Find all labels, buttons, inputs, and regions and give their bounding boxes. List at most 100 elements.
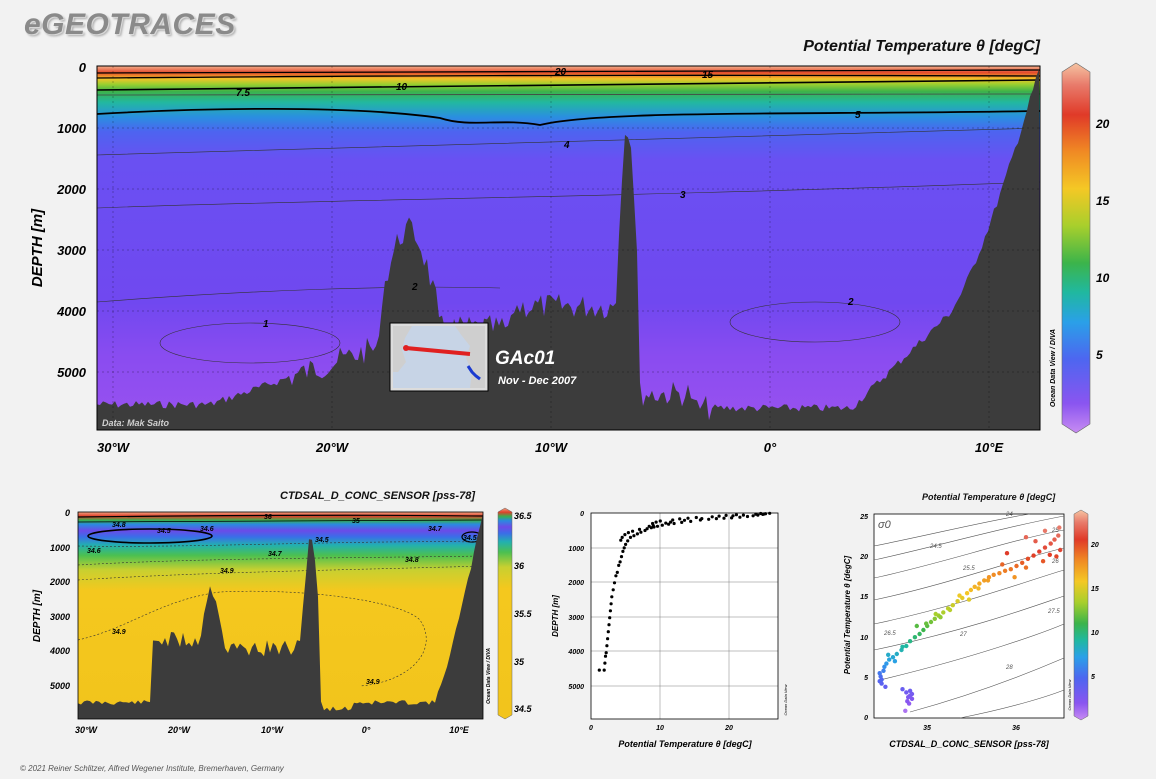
data-point — [912, 635, 918, 640]
data-point — [924, 621, 929, 626]
contour-label: 35 — [352, 518, 360, 525]
odv-credit: Ocean Data View / DIVA — [1050, 329, 1057, 407]
x-tick: 30°W — [75, 725, 99, 735]
data-point — [745, 514, 750, 519]
data-point — [877, 671, 882, 676]
x-tick: 20°W — [167, 725, 192, 735]
data-point — [722, 516, 726, 520]
contour-label: 2 — [411, 282, 418, 293]
y-tick: 1000 — [50, 543, 70, 553]
data-point — [1056, 533, 1061, 538]
y-tick: 4000 — [567, 649, 584, 656]
y-tick: 2000 — [56, 182, 87, 197]
data-point — [982, 578, 987, 583]
contour-label: 1 — [263, 319, 269, 330]
data-credit: Data: Mak Saito — [102, 418, 170, 428]
data-point — [941, 610, 946, 615]
data-point — [734, 513, 739, 517]
colorbar-tick: 35.5 — [514, 609, 533, 619]
data-point — [637, 527, 642, 532]
data-point — [602, 668, 606, 672]
data-point — [605, 644, 609, 648]
temperature-profile-plot: 0 1000 2000 3000 4000 5000 0 10 20 Poten… — [551, 511, 788, 749]
contour-label: 5 — [855, 110, 861, 121]
y-tick: 0 — [580, 511, 584, 518]
ts-y-ticks: 0 5 10 15 20 25 — [859, 514, 868, 722]
main-x-gridlines — [97, 66, 1040, 430]
main-chart-title: Potential Temperature θ [degC] — [803, 38, 1040, 55]
contour-label: 2 — [847, 297, 854, 308]
x-tick: 0 — [589, 725, 593, 732]
contour-label: 34.8 — [405, 557, 419, 564]
x-tick: 0° — [362, 725, 371, 735]
x-tick: 20 — [724, 725, 733, 732]
data-point — [741, 513, 746, 517]
data-point — [707, 517, 711, 521]
ts-points — [877, 525, 1063, 713]
isopycnal-labels: σ0 24 24.5 25 25.5 26 26.5 27 27.5 28 — [878, 512, 1060, 671]
data-point — [966, 597, 972, 602]
data-point — [710, 515, 714, 519]
data-point — [658, 519, 662, 523]
data-point — [608, 616, 612, 620]
colorbar-tick: 15 — [1091, 586, 1099, 593]
data-point — [1052, 537, 1057, 542]
main-section-plot: 20 15 10 7.5 5 4 3 2 1 2 Data: Mak Saito… — [29, 60, 1110, 455]
data-point — [1020, 560, 1025, 565]
data-point — [933, 611, 938, 617]
data-point — [907, 688, 913, 693]
data-point — [604, 651, 608, 655]
isopycnal-label: 24 — [1005, 512, 1013, 518]
data-point — [947, 607, 953, 613]
data-point — [620, 535, 624, 540]
data-point — [628, 535, 633, 540]
salinity-y-ticks: 0 1000 2000 3000 4000 5000 — [49, 508, 70, 691]
contour-label: 34.9 — [220, 568, 234, 575]
data-point — [1012, 575, 1017, 580]
inset-map — [389, 322, 489, 392]
isopycnal-label: 27.5 — [1047, 609, 1060, 615]
data-point — [762, 512, 766, 516]
colorbar-tick: 15 — [1096, 194, 1110, 208]
contour-label: 34.7 — [428, 526, 443, 533]
salinity-x-ticks: 30°W 20°W 10°W 0° 10°E — [75, 725, 470, 735]
contour-label: 7.5 — [236, 88, 250, 99]
data-point — [647, 524, 651, 528]
main-y-axis-label: DEPTH [m] — [29, 208, 46, 287]
salinity-contour-labels: 36 35 34.8 34.5 34.6 34.5 34.7 34.5 34.6… — [87, 514, 477, 686]
y-tick: 0 — [65, 508, 70, 518]
data-point — [700, 517, 704, 521]
data-point — [1008, 567, 1013, 572]
data-point — [617, 563, 621, 568]
data-point — [614, 574, 618, 578]
data-point — [680, 520, 684, 525]
data-point — [682, 518, 687, 522]
data-point — [608, 609, 613, 613]
data-point — [759, 511, 763, 516]
data-point — [1004, 551, 1010, 556]
x-tick: 0° — [764, 440, 777, 455]
data-point — [612, 581, 617, 585]
main-x-ticks: 30°W 20°W 10°W 0° 10°E — [97, 440, 1003, 455]
y-tick: 1000 — [568, 546, 584, 553]
x-tick: 10°E — [975, 440, 1004, 455]
y-tick: 3000 — [568, 615, 584, 622]
data-point — [671, 518, 675, 522]
contour-label: 34.5 — [315, 537, 329, 544]
data-point — [1023, 565, 1029, 570]
x-tick: 20°W — [315, 440, 350, 455]
x-tick: 36 — [1012, 725, 1020, 732]
data-point — [645, 527, 649, 531]
data-point — [1037, 549, 1042, 554]
contour-label: 34.9 — [366, 679, 380, 686]
data-point — [950, 603, 955, 608]
x-tick: 30°W — [97, 440, 131, 455]
data-point — [667, 522, 671, 526]
salinity-seafloor — [78, 513, 483, 719]
contour-label: 34.9 — [112, 629, 126, 636]
data-point — [768, 511, 772, 515]
contour-label: 3 — [680, 190, 686, 201]
cruise-dates: Nov - Dec 2007 — [498, 375, 577, 387]
data-point — [607, 623, 611, 627]
